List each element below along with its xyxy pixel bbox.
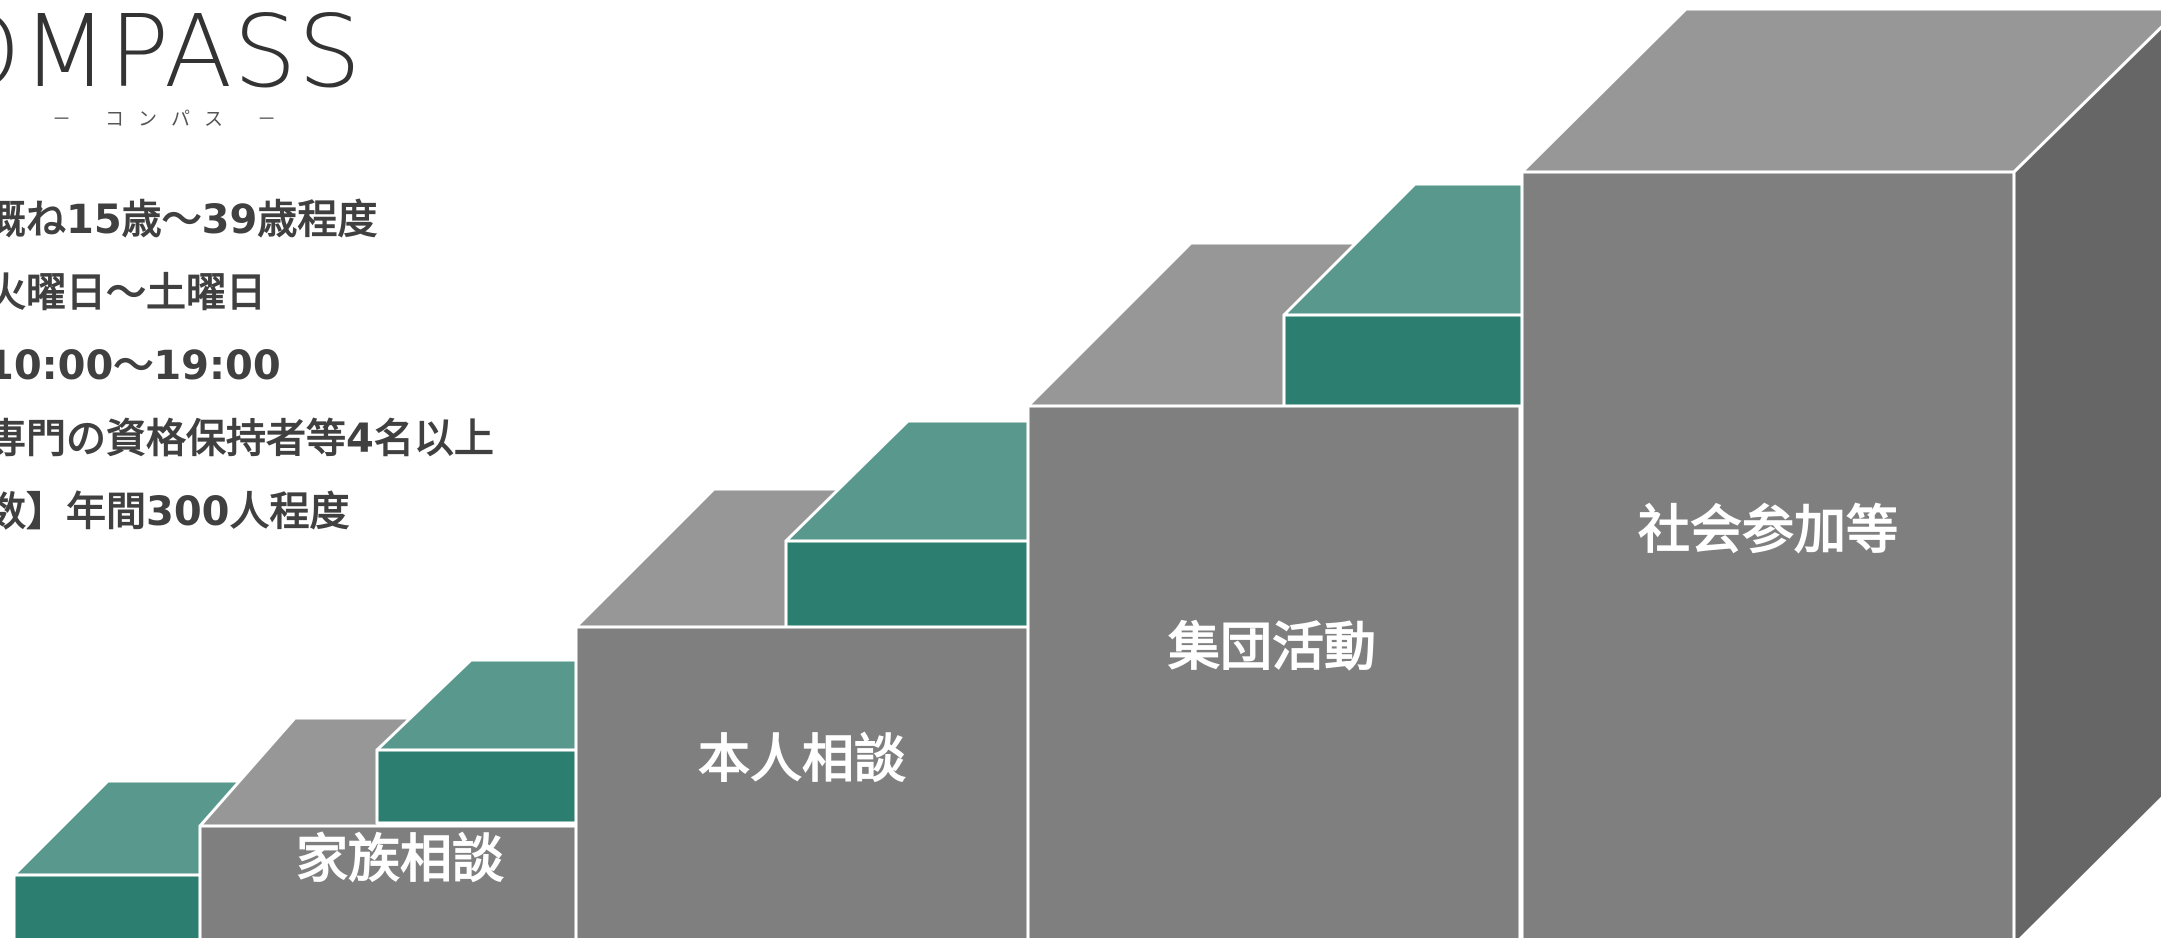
step-4-side [2012,25,2161,938]
step-label-self-consult: 本人相談 [698,730,906,790]
step-self-consult [574,419,1030,938]
info-capacity: 数】年間300人程度 [0,489,350,535]
step-label-social-participation: 社会参加等 [1638,501,1898,561]
teal-block-4-front [1282,313,1524,411]
step-1-front [198,824,578,938]
logo-wordmark: OMPASS [0,0,363,110]
info-hours: 10:00～19:00 [0,343,281,389]
step-3-front [1026,404,1522,938]
logo-subtitle: － コンパス － [52,108,291,130]
logo: OMPASS － コンパス － [0,0,420,140]
step-social-participation [1520,7,2161,938]
info-staff: 専門の資格保持者等4名以上 [0,416,494,462]
teal-block-3-top [784,419,1030,543]
step-label-group-activity: 集団活動 [1167,618,1376,678]
info-days: 火曜日～土曜日 [0,270,266,316]
teal-block-1-front [12,873,202,938]
step-4-front [1520,170,2016,938]
teal-block-3-front [784,539,1030,629]
step-2-front [574,625,1030,938]
step-family-consult [198,658,578,938]
step-group-activity [1026,182,1524,938]
teal-block-2-front [375,748,578,825]
step-label-family-consult: 家族相談 [296,830,504,890]
info-age: 概ね15歳～39歳程度 [0,197,378,243]
teal-block-2-top [375,658,578,752]
